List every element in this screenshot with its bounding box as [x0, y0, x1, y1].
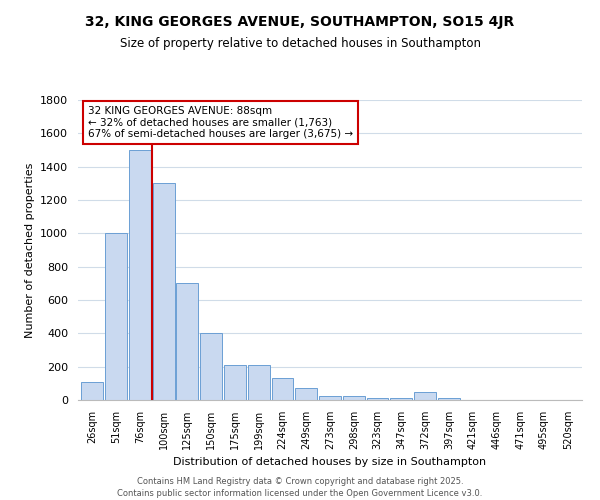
Text: 32 KING GEORGES AVENUE: 88sqm
← 32% of detached houses are smaller (1,763)
67% o: 32 KING GEORGES AVENUE: 88sqm ← 32% of d…	[88, 106, 353, 139]
Bar	[82, 382, 103, 400]
Bar	[152, 184, 175, 400]
Bar	[391, 398, 412, 400]
Bar	[224, 365, 246, 400]
Bar	[319, 396, 341, 400]
Bar	[367, 398, 388, 400]
Bar	[105, 234, 127, 400]
Bar	[129, 150, 151, 400]
Bar	[438, 398, 460, 400]
X-axis label: Distribution of detached houses by size in Southampton: Distribution of detached houses by size …	[173, 458, 487, 468]
Text: Contains public sector information licensed under the Open Government Licence v3: Contains public sector information licen…	[118, 489, 482, 498]
Bar	[200, 334, 222, 400]
Text: Contains HM Land Registry data © Crown copyright and database right 2025.: Contains HM Land Registry data © Crown c…	[137, 478, 463, 486]
Bar	[176, 284, 198, 400]
Bar	[414, 392, 436, 400]
Text: 32, KING GEORGES AVENUE, SOUTHAMPTON, SO15 4JR: 32, KING GEORGES AVENUE, SOUTHAMPTON, SO…	[85, 15, 515, 29]
Bar	[295, 388, 317, 400]
Y-axis label: Number of detached properties: Number of detached properties	[25, 162, 35, 338]
Bar	[343, 396, 365, 400]
Bar	[272, 378, 293, 400]
Text: Size of property relative to detached houses in Southampton: Size of property relative to detached ho…	[119, 38, 481, 51]
Bar	[248, 365, 269, 400]
